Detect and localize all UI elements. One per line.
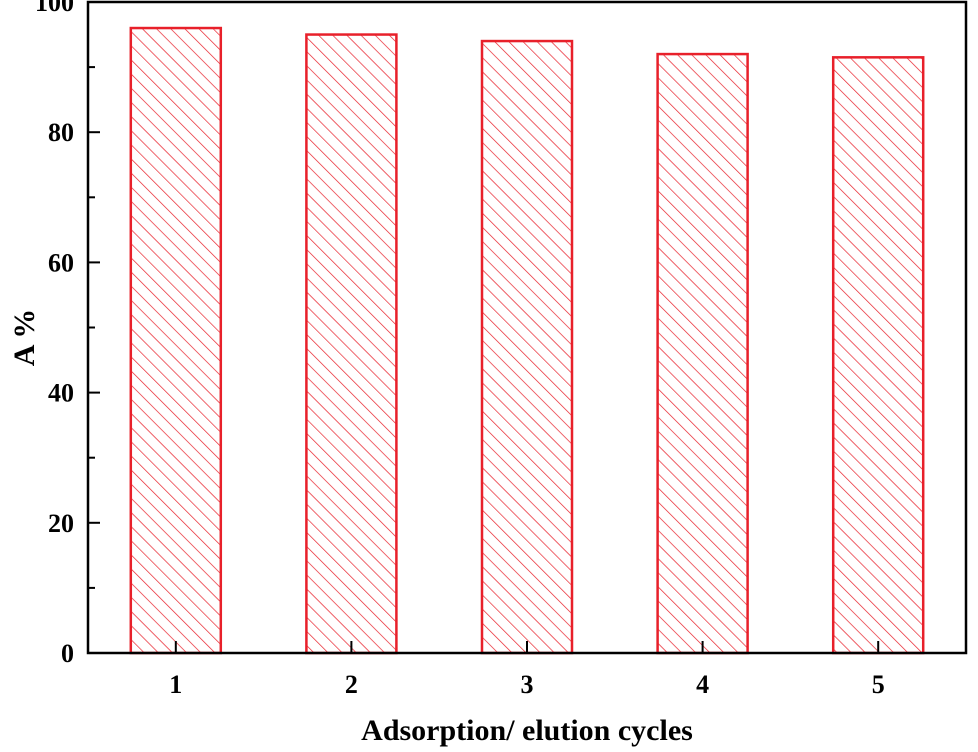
- y-tick-label-60: 60: [48, 248, 74, 277]
- y-axis-title: A %: [8, 309, 41, 367]
- bar-5: [831, 56, 925, 655]
- y-tick-label-100: 100: [35, 0, 74, 17]
- bar-3: [480, 39, 574, 655]
- y-tick-label-0: 0: [61, 639, 74, 668]
- x-tick-label-1: 1: [169, 670, 182, 699]
- bar-4: [656, 52, 749, 655]
- bar-1: [129, 26, 223, 655]
- y-tick-label-80: 80: [48, 118, 74, 147]
- y-tick-label-40: 40: [48, 379, 74, 408]
- bars: [129, 26, 925, 655]
- x-tick-label-3: 3: [521, 670, 534, 699]
- x-tick-label-5: 5: [872, 670, 885, 699]
- x-tick-label-4: 4: [696, 670, 709, 699]
- y-tick-label-20: 20: [48, 509, 74, 538]
- x-axis-title: Adsorption/ elution cycles: [361, 714, 693, 747]
- bar-2: [305, 33, 398, 655]
- axis-ticks: 1 2 3 4 5 0 20 40 60 80 100: [35, 0, 885, 699]
- x-tick-label-2: 2: [345, 670, 358, 699]
